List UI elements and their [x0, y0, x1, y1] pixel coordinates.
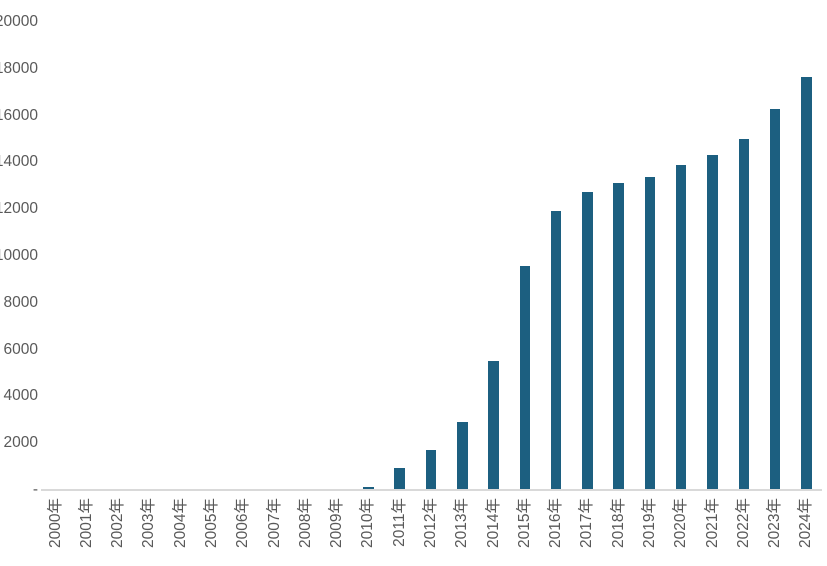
x-axis-tick-label-text: 2009年	[328, 498, 346, 548]
x-axis-tick-label-text: 2024年	[797, 498, 815, 548]
x-axis-tick-label-text: 2021年	[703, 498, 721, 548]
x-axis-tick-label-text: 2022年	[734, 498, 752, 548]
bar-2020年	[675, 164, 687, 490]
x-axis-tick-label-text: 2016年	[547, 498, 565, 548]
y-axis-tick-label: 14000	[0, 153, 38, 171]
y-axis-tick-label: 2000	[3, 434, 38, 452]
bar-2011年	[394, 468, 405, 490]
x-axis-tick-label-text: 2005年	[203, 498, 221, 548]
x-axis-tick-label-text: 2018年	[609, 498, 627, 548]
x-axis-tick-label-text: 2002年	[109, 498, 127, 548]
x-axis-tick-label-text: 2012年	[422, 498, 439, 548]
bar-2014年	[488, 361, 499, 490]
bar-2024年	[801, 76, 812, 490]
bar-2021年	[707, 155, 718, 490]
x-axis-tick-label-text: 2019年	[640, 498, 658, 548]
x-axis-tick-label-text: 2004年	[171, 498, 189, 548]
x-axis-tick-label-text: 2008年	[296, 498, 314, 548]
x-axis-tick-label-text: 2000年	[46, 498, 64, 548]
x-axis-tick-label-text: 2007年	[265, 498, 283, 548]
y-axis-tick-label: 10000	[0, 247, 38, 264]
bar-2012年	[425, 450, 437, 490]
bar-2013年	[457, 422, 468, 490]
bar-2017年	[582, 191, 593, 490]
y-axis-tick-label: 20000	[0, 13, 38, 30]
x-axis-tick-label-text: 2017年	[578, 498, 596, 548]
y-axis-tick-label: 4000	[3, 387, 38, 405]
x-axis-tick-label-text: 2001年	[77, 498, 95, 548]
bar-2018年	[613, 183, 624, 490]
y-axis-tick-label: 12000	[0, 200, 38, 218]
y-axis-tick-label: 18000	[0, 59, 38, 77]
x-axis-tick-label-text: 2011年	[390, 498, 408, 547]
y-axis-tick-label: -	[32, 481, 38, 498]
bar-2023年	[769, 108, 781, 490]
bar-2010年	[363, 487, 374, 490]
x-axis-tick-label-text: 2015年	[515, 498, 533, 548]
y-axis-tick-label: 8000	[3, 293, 38, 311]
bar-2015年	[519, 265, 531, 490]
bar-2019年	[644, 177, 656, 490]
y-axis-tick-label: 16000	[0, 106, 38, 124]
x-axis-tick-label-text: 2020年	[672, 498, 690, 548]
x-axis-tick-label-text: 2010年	[359, 498, 377, 548]
x-axis-tick-label-text: 2013年	[453, 498, 471, 548]
x-axis-tick-label-text: 2006年	[234, 498, 252, 548]
bar-2022年	[738, 139, 750, 490]
x-axis-tick-label-text: 2003年	[140, 498, 158, 548]
x-axis-line	[41, 489, 822, 491]
x-axis-tick-label-text: 2014年	[484, 498, 502, 548]
bar-2016年	[550, 210, 562, 490]
x-axis-tick-label-text: 2023年	[766, 498, 784, 548]
y-axis-tick-label: 6000	[3, 340, 38, 358]
